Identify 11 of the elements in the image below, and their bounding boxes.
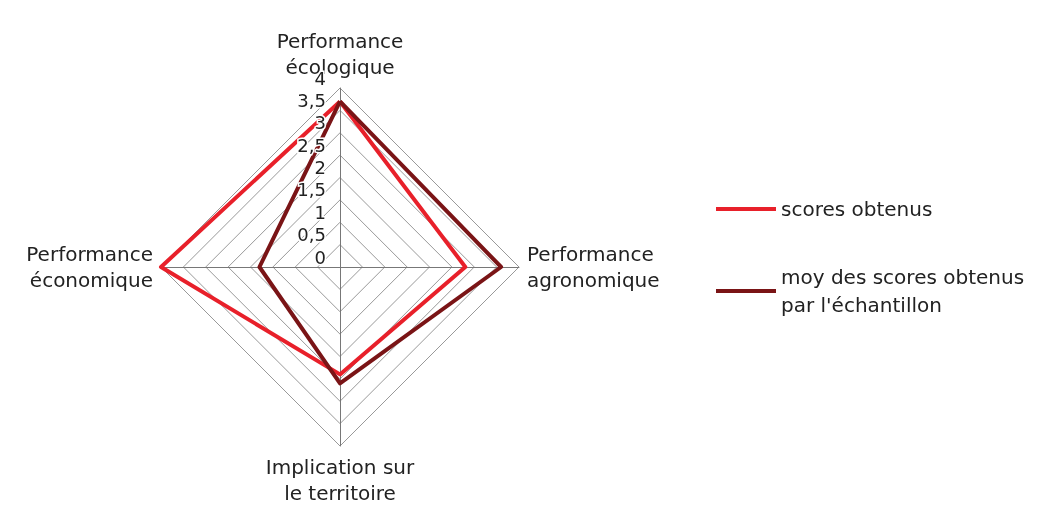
- y-tick-label: 1,5: [297, 179, 326, 201]
- y-tick-label: 1: [314, 201, 326, 223]
- y-tick-label: 2: [314, 157, 326, 178]
- spoke-label: Performance économique: [26, 242, 153, 292]
- y-tick-label: 0,5: [297, 224, 326, 246]
- legend-label: scores obtenus: [781, 197, 933, 221]
- spoke-label: Performance agronomique: [527, 242, 660, 292]
- legend-label: moy des scores obtenus par l'échantillon: [781, 265, 1031, 317]
- spoke-label: Implication sur le territoire: [265, 455, 415, 505]
- y-tick-label: 3,5: [297, 89, 326, 111]
- y-tick-label: 0: [314, 246, 326, 268]
